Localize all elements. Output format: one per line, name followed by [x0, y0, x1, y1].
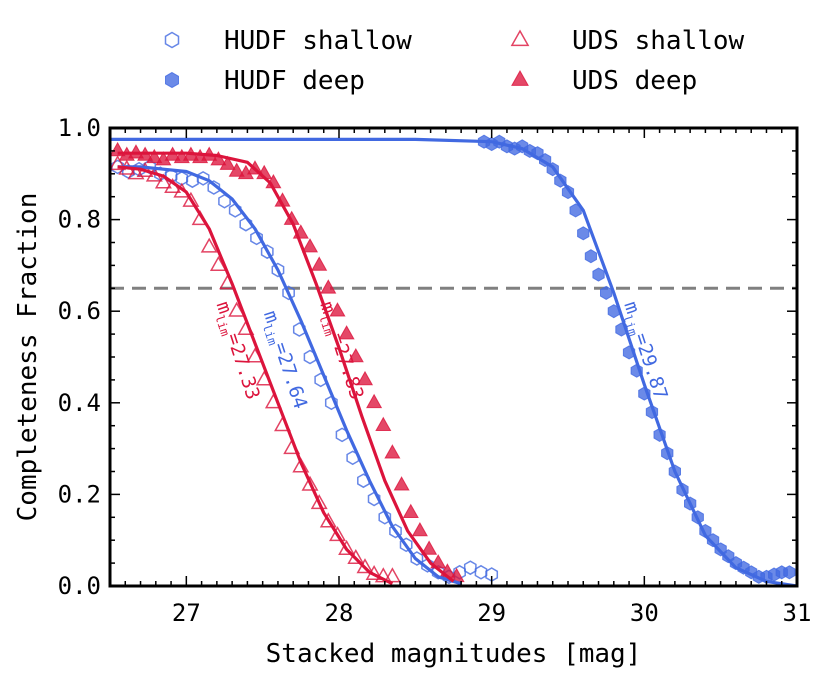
uds-deep-point [320, 279, 337, 294]
hudf-shallow-point [389, 523, 402, 539]
hudf-shallow-point [207, 180, 221, 195]
hudf-shallow-point [282, 285, 295, 301]
y-tick-label: 0.4 [58, 389, 101, 417]
legend-label-uds-shallow: UDS shallow [572, 26, 745, 56]
hudf-shallow-point [314, 372, 328, 388]
uds-shallow-point [319, 512, 337, 528]
uds-deep-point [356, 370, 374, 386]
hudf-deep-fit-curve [110, 137, 797, 586]
hudf-shallow-point [260, 244, 274, 260]
plot-content [110, 134, 797, 586]
uds-shallow-point [154, 173, 172, 189]
legend-marker-uds-shallow [510, 29, 530, 47]
legend-marker-hudf-deep [165, 71, 179, 89]
hudf-shallow-point [431, 564, 445, 580]
uds-deep-point [338, 325, 355, 340]
uds-deep-fit-curve [117, 151, 455, 583]
y-tick-label: 0.2 [58, 480, 101, 508]
legend: HUDF shallow HUDF deep UDS shallow UDS deep [164, 26, 745, 96]
hudf-deep-point [584, 249, 597, 264]
x-tick-label: 31 [783, 599, 812, 627]
uds-shallow-point [383, 567, 401, 583]
x-axis-label: Stacked magnitudes [mag] [266, 639, 642, 669]
legend-marker-uds-deep [511, 69, 529, 86]
y-tick-label: 0.6 [58, 297, 101, 325]
uds-deep-point [228, 162, 245, 177]
x-tick-label: 30 [630, 599, 659, 627]
uds-deep-point [311, 256, 328, 271]
hudf-shallow-point [367, 491, 381, 507]
legend-label-uds-deep: UDS deep [572, 66, 697, 96]
uds-shallow-point [310, 494, 328, 510]
uds-shallow-point [209, 255, 227, 271]
legend-marker-hudf-shallow [164, 31, 180, 49]
uds-deep-point [402, 503, 419, 518]
uds-shallow-point [200, 237, 218, 253]
uds-deep-point [219, 155, 236, 170]
uds-shallow-point [110, 155, 127, 171]
hudf-deep-point [592, 267, 605, 282]
hudf-shallow-point [228, 203, 242, 218]
uds-deep-point [384, 444, 401, 459]
hudf-shallow-point [239, 216, 253, 232]
uds-deep-point [375, 416, 392, 431]
uds-shallow-point [329, 526, 346, 542]
uds-shallow-point [301, 475, 319, 491]
hudf-deep-point [600, 285, 613, 300]
uds-deep-point [329, 302, 346, 317]
hudf-shallow-point [474, 564, 488, 580]
uds-shallow-point [292, 457, 310, 473]
hudf-shallow-point [111, 159, 125, 175]
hudf-deep-point [783, 565, 796, 580]
uds-deep-point [421, 540, 438, 555]
hudf-shallow-point [399, 537, 413, 553]
legend-label-hudf-shallow: HUDF shallow [224, 26, 412, 56]
y-tick-label: 1.0 [58, 114, 101, 142]
uds-shallow-point [182, 191, 200, 207]
uds-deep-point [366, 393, 383, 409]
hudf-deep-point [577, 226, 590, 241]
uds-deep-point [411, 521, 428, 537]
uds-deep-point [301, 238, 319, 253]
uds-deep-point [146, 148, 163, 164]
hudf-shallow-point [324, 395, 338, 411]
y-tick-label: 0.0 [58, 572, 101, 600]
y-tick-label: 0.8 [58, 206, 101, 234]
hudf-shallow-point [463, 560, 477, 576]
hudf-shallow-point [378, 509, 392, 525]
uds-shallow-point [228, 301, 246, 317]
x-tick-label: 27 [172, 599, 201, 627]
uds-deep-point [210, 151, 227, 166]
hudf-shallow-point [250, 230, 263, 246]
uds-deep-point [347, 347, 364, 363]
axes: 27 28 29 30 31 0.0 0.2 0.4 0.6 0.8 1.0 Stacked magn… [13, 114, 811, 669]
uds-shallow-fit-curve [117, 165, 394, 586]
x-tick-label: 29 [477, 599, 506, 627]
hudf-shallow-point [271, 262, 285, 278]
hudf-shallow-fit-curve [117, 165, 462, 586]
uds-shallow-point [338, 539, 356, 555]
uds-shallow-point [374, 567, 392, 583]
uds-deep-point [393, 476, 410, 491]
y-axis-label: Completeness Fraction [13, 193, 43, 522]
x-tick-label: 28 [325, 599, 354, 627]
legend-label-hudf-deep: HUDF deep [224, 66, 365, 96]
